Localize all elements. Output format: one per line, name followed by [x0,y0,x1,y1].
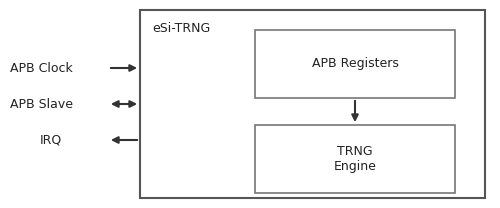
Text: IRQ: IRQ [40,134,62,146]
Text: eSi-TRNG: eSi-TRNG [152,22,210,35]
Text: TRNG
Engine: TRNG Engine [334,145,376,173]
Text: APB Registers: APB Registers [312,57,398,71]
Text: APB Slave: APB Slave [10,98,73,110]
Text: APB Clock: APB Clock [10,62,73,74]
Bar [255,30,455,98]
Bar [140,10,485,198]
Bar [255,125,455,193]
